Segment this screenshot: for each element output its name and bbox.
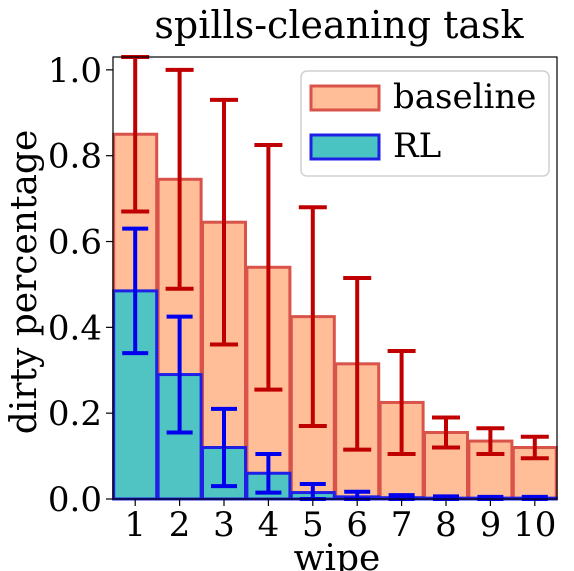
baseline-error-bar-4 [254, 142, 283, 392]
y-axis-label: dirty percentage [4, 130, 45, 435]
x-tick-label: 7 [391, 505, 413, 545]
rl-error-bar-4 [255, 451, 282, 495]
baseline-error-bar-7 [387, 348, 416, 456]
x-axis-label: wipe [294, 538, 381, 571]
rl-error-bar-2 [166, 314, 193, 435]
baseline-error-bar-9 [476, 426, 505, 456]
rl-error-bar-3 [211, 406, 237, 489]
y-tick-label: 0.8 [48, 137, 102, 177]
y-tick-label: 0.0 [48, 480, 102, 520]
axes [112, 56, 558, 500]
rl-legend-swatch [309, 133, 381, 161]
x-tick-label: 6 [346, 505, 368, 545]
x-tick-label: 3 [213, 505, 235, 545]
rl-error-bars [122, 226, 548, 501]
x-tick-label: 2 [169, 505, 191, 545]
baseline-legend-label: baseline [393, 77, 536, 117]
x-tick-label: 1 [124, 505, 146, 545]
baseline-error-bar-5 [298, 205, 327, 429]
x-tick-label: 4 [258, 505, 280, 545]
y-tick-label: 0.2 [48, 394, 102, 434]
tick-labels: 0.0 0.2 0.4 0.6 0.8 1.0 1 2 3 4 5 6 7 8 9 10 [48, 51, 557, 545]
x-tick-label: 10 [513, 505, 556, 545]
baseline-error-bar-8 [432, 415, 460, 450]
baseline-error-bars [121, 55, 549, 461]
baseline-error-bar-2 [165, 67, 194, 291]
legend: baseline RL [300, 70, 550, 177]
baseline-error-bar-10 [520, 434, 549, 461]
rl-legend-label: RL [393, 126, 441, 166]
chart-title: spills-cleaning task [154, 3, 524, 47]
y-tick-label: 0.6 [48, 223, 102, 263]
rl-error-bar-1 [122, 226, 149, 356]
x-tick-label: 5 [302, 505, 324, 545]
baseline-error-bar-6 [343, 276, 372, 452]
baseline-legend-swatch [309, 84, 381, 112]
baseline-error-bar-3 [210, 97, 238, 347]
x-tick-label: 8 [435, 505, 457, 545]
x-tick-label: 9 [480, 505, 502, 545]
y-tick-label: 0.4 [48, 308, 102, 348]
y-tick-label: 1.0 [48, 51, 102, 91]
plot-frame [112, 56, 558, 500]
